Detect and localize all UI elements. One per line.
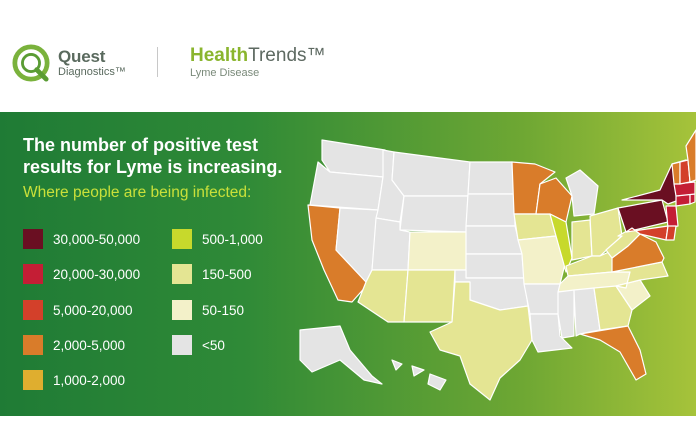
legend-item: 150-500 <box>172 263 252 285</box>
state-nm <box>403 269 456 323</box>
state-ne <box>465 225 523 255</box>
health-trends-title: HealthTrends™ Lyme Disease <box>190 46 326 79</box>
state-hi <box>391 359 447 391</box>
trends-word: Trends™ <box>248 45 326 66</box>
quest-q-icon <box>12 44 50 82</box>
legend-swatch <box>23 370 43 390</box>
state-in <box>571 219 593 261</box>
state-me <box>685 129 696 183</box>
state-mt <box>391 151 471 197</box>
state-ks <box>465 253 525 279</box>
state-ri <box>689 193 696 205</box>
quest-logo: Quest Diagnostics™ <box>12 42 152 84</box>
legend-item: 30,000-50,000 <box>23 228 140 250</box>
header-divider <box>157 47 158 77</box>
legend-item: <50 <box>172 334 225 356</box>
state-nd <box>467 161 515 195</box>
legend-label: 30,000-50,000 <box>53 231 141 247</box>
legend-label: 20,000-30,000 <box>53 266 141 282</box>
state-ak <box>299 325 383 385</box>
legend-swatch <box>172 264 192 284</box>
state-de <box>665 225 677 241</box>
legend-swatch <box>172 229 192 249</box>
state-sd <box>465 193 516 227</box>
state-fl <box>579 325 647 381</box>
legend-label: 2,000-5,000 <box>53 337 126 353</box>
legend-item: 50-150 <box>172 299 244 321</box>
report-subtitle: Lyme Disease <box>190 67 260 79</box>
state-mi <box>565 169 599 217</box>
legend-swatch <box>23 335 43 355</box>
legend-swatch <box>172 300 192 320</box>
legend-swatch <box>23 264 43 284</box>
legend-label: 150-500 <box>202 266 252 282</box>
state-wa <box>321 139 386 178</box>
legend-label: <50 <box>202 337 225 353</box>
report-header: Quest Diagnostics™ HealthTrends™ Lyme Di… <box>0 0 696 112</box>
legend-swatch <box>172 335 192 355</box>
brand-name: Quest <box>58 47 106 66</box>
state-nc <box>611 261 669 289</box>
state-nj <box>665 205 679 229</box>
health-word: Health <box>190 45 249 66</box>
legend-label: 1,000-2,000 <box>53 372 126 388</box>
legend-swatch <box>23 300 43 320</box>
legend-item: 500-1,000 <box>172 228 263 250</box>
state-co <box>407 231 469 271</box>
legend-label: 5,000-20,000 <box>53 302 133 318</box>
legend-item: 20,000-30,000 <box>23 263 140 285</box>
subheading: Where people are being infected: <box>23 184 252 201</box>
legend-label: 50-150 <box>202 302 245 318</box>
legend-item: 1,000-2,000 <box>23 369 125 391</box>
state-ms <box>557 289 575 339</box>
state-ga <box>593 285 633 331</box>
state-vt <box>671 161 681 185</box>
state-ar <box>523 283 561 315</box>
legend-item: 5,000-20,000 <box>23 299 133 321</box>
bottom-strip <box>0 416 696 446</box>
state-md <box>625 225 669 241</box>
legend-item: 2,000-5,000 <box>23 334 125 356</box>
headline: The number of positive test results for … <box>23 135 283 177</box>
brand-sub: Diagnostics™ <box>58 66 126 78</box>
state-tx <box>429 281 533 401</box>
legend-swatch <box>23 229 43 249</box>
legend-label: 500-1,000 <box>202 231 263 247</box>
state-wy <box>399 195 469 233</box>
